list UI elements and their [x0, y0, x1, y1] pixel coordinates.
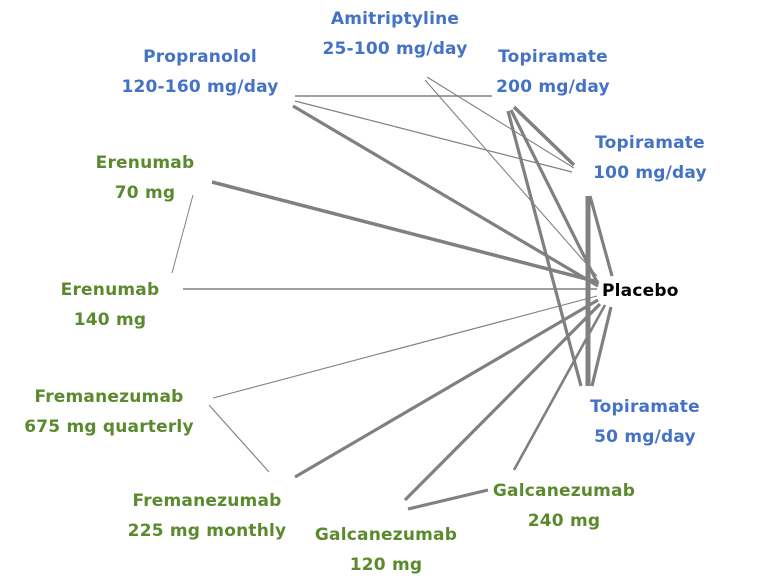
node-erenumab-70: Erenumab 70 mg: [80, 148, 210, 208]
edge-fremanezumab675-placebo: [212, 295, 598, 399]
edge-topiramate100-placebo: [588, 195, 614, 277]
node-fremanezumab-675-dose: 675 mg quarterly: [24, 417, 194, 437]
edge-erenumab70-erenumab140: [171, 194, 194, 274]
edge-amitriptyline-placebo: [424, 79, 598, 277]
node-amitriptyline: Amitriptyline 25-100 mg/day: [295, 4, 495, 64]
edge-propranolol-topiramate100: [294, 100, 573, 173]
node-galcanezumab-240-name: Galcanezumab: [492, 481, 636, 501]
node-fremanezumab-225-name: Fremanezumab: [132, 491, 282, 511]
edge-fremanezumab675-fremanezumab225: [208, 404, 270, 473]
edge-galcanezumab120-galcanezumab240: [407, 488, 489, 511]
node-placebo-name: Placebo: [602, 281, 679, 301]
node-topiramate-50-dose: 50 mg/day: [594, 427, 696, 447]
node-topiramate-200-dose: 200 mg/day: [496, 77, 610, 97]
node-fremanezumab-225: Fremanezumab 225 mg monthly: [117, 486, 297, 546]
node-erenumab-140-dose: 140 mg: [73, 310, 147, 330]
node-galcanezumab-120: Galcanezumab 120 mg: [306, 520, 466, 580]
node-placebo: Placebo: [602, 276, 702, 306]
node-propranolol-dose: 120-160 mg/day: [121, 77, 279, 97]
node-galcanezumab-240: Galcanezumab 240 mg: [484, 476, 644, 536]
edge-amitriptyline-topiramate100: [426, 76, 575, 169]
node-topiramate-100-dose: 100 mg/day: [593, 163, 707, 183]
edge-topiramate50-placebo: [590, 306, 613, 387]
node-topiramate-50-name: Topiramate: [590, 397, 700, 417]
node-topiramate-200: Topiramate 200 mg/day: [478, 42, 628, 102]
node-galcanezumab-240-dose: 240 mg: [527, 511, 601, 531]
node-erenumab-140: Erenumab 140 mg: [45, 275, 175, 335]
node-erenumab-70-name: Erenumab: [95, 153, 195, 173]
node-fremanezumab-225-dose: 225 mg monthly: [127, 521, 287, 541]
node-topiramate-50: Topiramate 50 mg/day: [580, 392, 710, 452]
node-topiramate-200-name: Topiramate: [498, 47, 608, 67]
node-fremanezumab-675-name: Fremanezumab: [34, 387, 184, 407]
edge-topiramate200-topiramate100: [512, 105, 576, 167]
edge-galcanezumab120-placebo: [403, 302, 602, 502]
node-galcanezumab-120-name: Galcanezumab: [314, 525, 458, 545]
node-erenumab-70-dose: 70 mg: [114, 183, 176, 203]
node-amitriptyline-name: Amitriptyline: [330, 9, 460, 29]
node-topiramate-100: Topiramate 100 mg/day: [580, 128, 720, 188]
node-galcanezumab-120-dose: 120 mg: [349, 555, 423, 575]
edge-fremanezumab225-placebo: [294, 298, 599, 479]
edge-erenumab70-placebo: [211, 180, 599, 284]
node-fremanezumab-675: Fremanezumab 675 mg quarterly: [14, 382, 204, 442]
edge-topiramate200-placebo: [509, 109, 600, 285]
node-erenumab-140-name: Erenumab: [60, 280, 160, 300]
node-topiramate-100-name: Topiramate: [595, 133, 705, 153]
edge-topiramate200-topiramate50: [506, 110, 583, 387]
edge-galcanezumab240-placebo: [512, 304, 607, 471]
node-propranolol-name: Propranolol: [143, 47, 257, 67]
node-propranolol: Propranolol 120-160 mg/day: [100, 42, 300, 102]
node-amitriptyline-dose: 25-100 mg/day: [322, 39, 468, 59]
